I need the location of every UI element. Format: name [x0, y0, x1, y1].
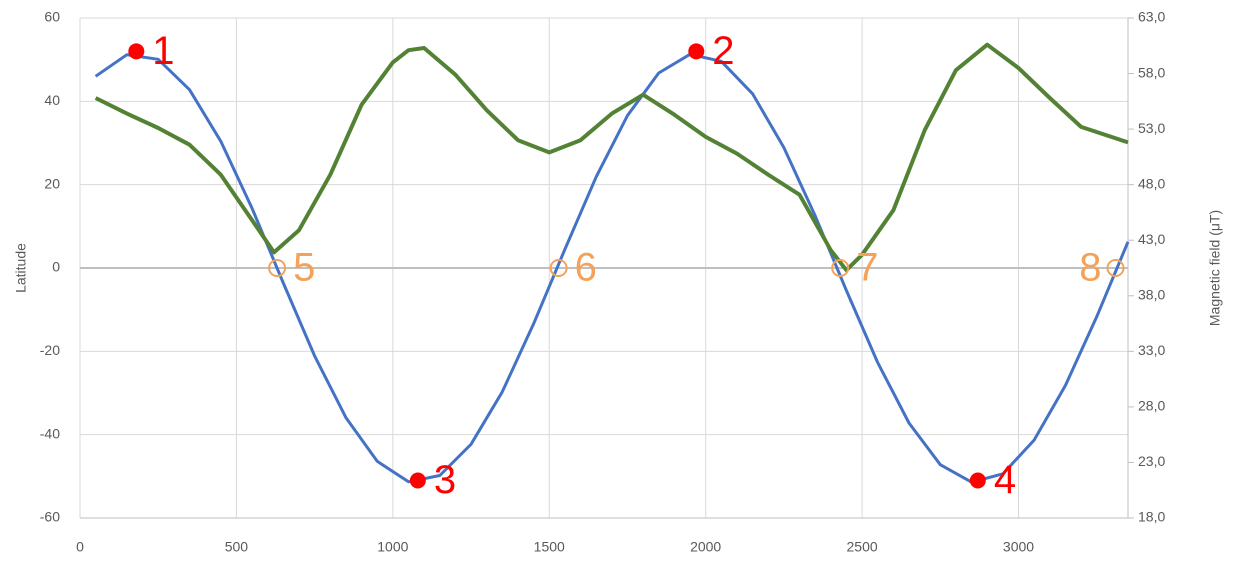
- y-tick-label: 20: [44, 175, 60, 191]
- y2-tick-label: 43,0: [1138, 231, 1165, 247]
- annotation-label: 2: [712, 29, 734, 73]
- y-tick-label: -40: [40, 425, 60, 441]
- annotation-label: 5: [293, 246, 315, 290]
- series-line: [94, 42, 1129, 273]
- annotation-marker: [128, 43, 145, 60]
- y-tick-label: -20: [40, 342, 60, 358]
- y2-tick-label: 33,0: [1138, 342, 1165, 358]
- annotation-label: 7: [856, 246, 878, 290]
- annotation-marker: [549, 259, 568, 277]
- y-tick-label: 60: [44, 9, 60, 25]
- y-tick-label: -60: [40, 509, 60, 525]
- y2-tick-label: 28,0: [1138, 398, 1165, 414]
- y2-axis-title: Magnetic field (μT): [1207, 210, 1223, 326]
- annotation-label: 3: [434, 458, 456, 502]
- x-tick-label: 2500: [847, 539, 878, 555]
- x-tick-label: 1000: [377, 539, 408, 555]
- y-tick-label: 0: [52, 259, 60, 275]
- annotation-marker: [409, 472, 426, 489]
- x-tick-label: 1500: [534, 539, 565, 555]
- annotation-label: 6: [575, 246, 597, 290]
- x-tick-label: 3000: [1003, 539, 1034, 555]
- annotation-marker: [969, 472, 986, 489]
- x-tick-label: 0: [76, 539, 84, 555]
- annotation-marker: [831, 259, 850, 277]
- y2-tick-label: 18,0: [1138, 509, 1165, 525]
- annotation-label: 8: [1079, 246, 1101, 290]
- annotation-label: 1: [152, 29, 174, 73]
- y2-tick-label: 53,0: [1138, 120, 1165, 136]
- annotation-marker: [268, 259, 287, 277]
- x-tick-label: 2000: [690, 539, 721, 555]
- y2-tick-label: 63,0: [1138, 9, 1165, 25]
- y-tick-label: 40: [44, 92, 60, 108]
- x-tick-label: 500: [225, 539, 249, 555]
- y2-tick-label: 48,0: [1138, 175, 1165, 191]
- y2-tick-label: 38,0: [1138, 286, 1165, 302]
- y2-tick-label: 58,0: [1138, 64, 1165, 80]
- y2-tick-label: 23,0: [1138, 453, 1165, 469]
- annotation-marker: [688, 43, 705, 60]
- annotation-marker: [1106, 259, 1125, 277]
- y-axis-title: Latitude: [13, 243, 29, 293]
- annotation-label: 4: [994, 458, 1016, 502]
